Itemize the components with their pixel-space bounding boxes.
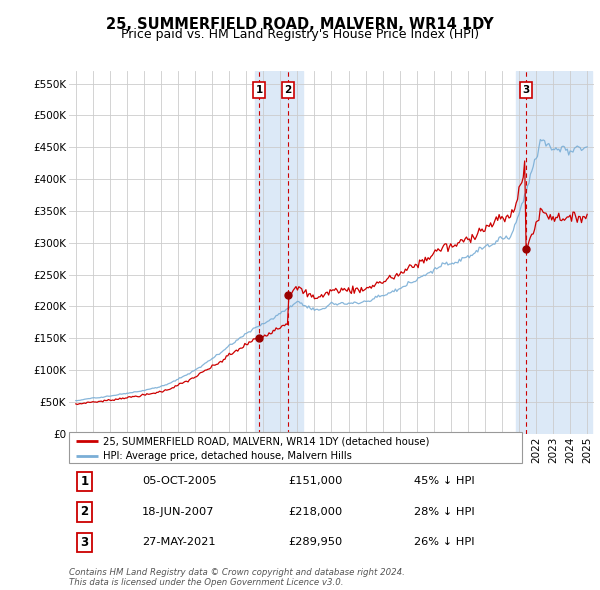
Text: 3: 3 bbox=[522, 85, 529, 95]
Text: 2: 2 bbox=[284, 85, 292, 95]
Text: HPI: Average price, detached house, Malvern Hills: HPI: Average price, detached house, Malv… bbox=[103, 451, 352, 461]
Text: 27-MAY-2021: 27-MAY-2021 bbox=[142, 537, 216, 548]
Text: £151,000: £151,000 bbox=[288, 476, 343, 486]
Bar bbox=[515, 71, 592, 434]
Text: 25, SUMMERFIELD ROAD, MALVERN, WR14 1DY (detached house): 25, SUMMERFIELD ROAD, MALVERN, WR14 1DY … bbox=[103, 436, 430, 446]
Text: 25, SUMMERFIELD ROAD, MALVERN, WR14 1DY: 25, SUMMERFIELD ROAD, MALVERN, WR14 1DY bbox=[106, 17, 494, 31]
Text: 45% ↓ HPI: 45% ↓ HPI bbox=[413, 476, 474, 486]
Text: 28% ↓ HPI: 28% ↓ HPI bbox=[413, 507, 474, 517]
Text: Price paid vs. HM Land Registry's House Price Index (HPI): Price paid vs. HM Land Registry's House … bbox=[121, 28, 479, 41]
Text: 05-OCT-2005: 05-OCT-2005 bbox=[142, 476, 217, 486]
Text: 3: 3 bbox=[80, 536, 89, 549]
Text: Contains HM Land Registry data © Crown copyright and database right 2024.
This d: Contains HM Land Registry data © Crown c… bbox=[69, 568, 405, 587]
FancyBboxPatch shape bbox=[69, 432, 522, 463]
Text: 2: 2 bbox=[80, 505, 89, 519]
Text: 26% ↓ HPI: 26% ↓ HPI bbox=[413, 537, 474, 548]
Text: £218,000: £218,000 bbox=[288, 507, 343, 517]
Bar bbox=[255, 71, 302, 434]
Text: 1: 1 bbox=[256, 85, 263, 95]
Text: £289,950: £289,950 bbox=[288, 537, 343, 548]
Text: 18-JUN-2007: 18-JUN-2007 bbox=[142, 507, 215, 517]
Text: 1: 1 bbox=[80, 475, 89, 488]
